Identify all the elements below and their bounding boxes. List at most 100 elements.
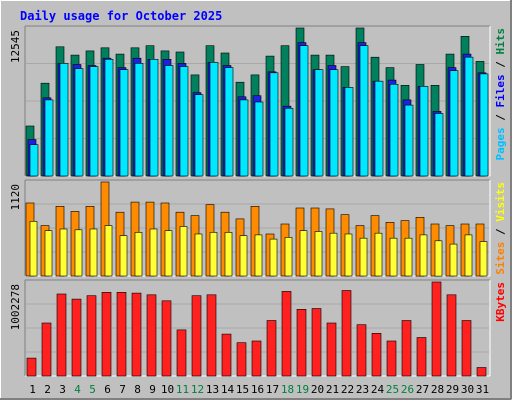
bar-kbytes-day-10 [161,300,172,377]
bar-pages-day-24 [374,80,384,177]
bar-kbytes-day-17 [266,320,277,377]
bar-sites-day-25 [389,237,398,277]
bar-sites-day-30 [464,234,473,277]
x-tick-day-30: 30 [461,383,474,396]
bar-kbytes-day-16 [251,340,262,377]
panel-visits-legend: Sites / Visits [494,182,507,275]
x-tick-day-15: 15 [236,383,249,396]
bar-pages-day-26 [404,104,414,177]
bar-sites-day-6 [104,225,113,277]
bar-pages-day-28 [434,113,444,177]
x-tick-day-11: 11 [176,383,189,396]
bar-pages-day-9 [149,58,159,177]
bar-pages-day-11 [179,66,189,177]
bar-pages-day-30 [464,56,474,177]
bar-pages-day-2 [44,99,54,177]
x-tick-day-9: 9 [149,383,156,396]
bar-sites-day-11 [179,226,188,277]
panel-visits: 1120 Sites / Visits [9,179,507,277]
bar-kbytes-day-12 [191,295,202,377]
bar-sites-day-13 [209,232,218,277]
bar-pages-day-15 [239,99,249,177]
bar-kbytes-day-5 [86,295,97,377]
bar-pages-day-5 [89,66,99,177]
x-tick-day-25: 25 [386,383,399,396]
series-sites [29,221,488,277]
bar-kbytes-day-25 [386,340,397,377]
bar-sites-day-28 [434,240,443,277]
x-tick-day-24: 24 [371,383,385,396]
bar-pages-day-25 [389,84,399,177]
legend-hits: Hits [494,28,507,55]
bar-kbytes-day-26 [401,320,412,377]
x-tick-day-17: 17 [266,383,279,396]
bar-sites-day-12 [194,233,203,277]
bar-kbytes-day-2 [41,322,52,377]
bar-kbytes-day-21 [326,322,337,377]
bar-pages-day-7 [119,69,129,177]
bar-sites-day-19 [299,230,308,277]
bar-kbytes-day-6 [101,291,112,377]
bar-sites-day-16 [254,234,263,277]
bar-kbytes-day-29 [446,294,457,377]
panel-hits-max-label: 12545 [9,30,22,63]
x-tick-day-26: 26 [401,383,414,396]
bar-kbytes-day-13 [206,294,217,377]
x-tick-day-29: 29 [446,383,459,396]
bar-sites-day-24 [374,232,383,277]
x-tick-day-10: 10 [161,383,174,396]
bar-sites-day-31 [479,241,488,277]
bar-pages-day-10 [164,65,174,177]
x-tick-day-16: 16 [251,383,264,396]
bar-kbytes-day-11 [176,329,187,377]
bar-kbytes-day-31 [476,367,487,377]
legend-kbytes: KBytes [494,282,507,322]
bar-pages-day-3 [59,63,69,177]
bar-pages-day-27 [419,86,429,177]
x-tick-day-18: 18 [281,383,294,396]
x-tick-day-1: 1 [29,383,36,396]
x-tick-day-2: 2 [44,383,51,396]
x-tick-day-22: 22 [341,383,354,396]
bar-sites-day-7 [119,235,128,277]
bar-sites-day-21 [329,232,338,277]
x-tick-day-4: 4 [74,383,81,396]
bar-sites-day-9 [149,228,158,277]
bar-pages-day-12 [194,94,204,177]
bar-kbytes-day-22 [341,290,352,377]
bar-kbytes-day-28 [431,281,442,377]
bar-pages-day-4 [74,68,84,177]
bar-pages-day-20 [314,69,324,177]
bar-sites-day-1 [29,221,38,277]
bar-pages-day-31 [479,73,489,177]
bar-pages-day-19 [299,45,309,177]
series-pages [29,45,489,177]
bar-kbytes-day-3 [56,293,67,377]
bar-sites-day-26 [404,237,413,277]
x-tick-day-3: 3 [59,383,66,396]
x-tick-day-20: 20 [311,383,324,396]
bar-sites-day-15 [239,235,248,277]
series-kbytes [26,281,487,377]
bar-pages-day-14 [224,67,234,177]
bar-kbytes-day-14 [221,333,232,377]
x-tick-day-6: 6 [104,383,111,396]
legend-visits: Visits [494,182,507,222]
panel-kbytes-max-label: 1002278 [9,284,22,330]
bar-sites-day-3 [59,228,68,277]
x-tick-day-8: 8 [134,383,141,396]
bar-kbytes-day-1 [26,357,37,377]
bar-kbytes-day-9 [146,294,157,377]
x-tick-day-14: 14 [221,383,235,396]
bar-pages-day-1 [29,144,39,177]
bar-sites-day-2 [44,230,53,277]
bar-sites-day-17 [269,238,278,277]
bar-sites-day-20 [314,231,323,277]
bar-sites-day-22 [344,233,353,277]
panel-visits-max-label: 1120 [9,184,22,211]
bar-sites-day-4 [74,229,83,277]
bar-kbytes-day-23 [356,324,367,377]
bar-sites-day-29 [449,243,458,277]
bar-sites-day-14 [224,232,233,277]
